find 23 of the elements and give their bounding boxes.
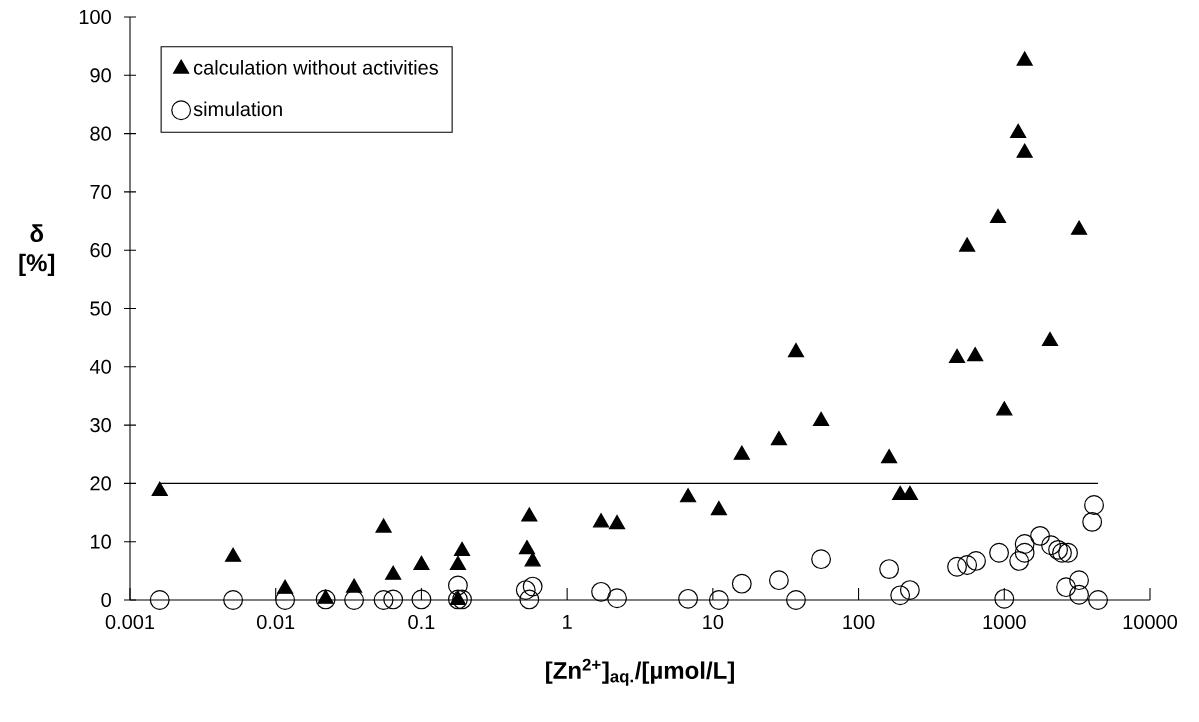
y-tick-label: 10 [91, 534, 111, 549]
x-tick-label: 0.01 [257, 614, 295, 630]
y-tick-label: 60 [90, 243, 111, 258]
x-tick-label: 10000 [1123, 614, 1177, 630]
y-tick-label: 20 [90, 476, 111, 491]
x-tick-label: 0.001 [105, 614, 155, 630]
x-tick-label: 1000 [983, 614, 1026, 630]
x-tick-label: 10 [703, 614, 724, 630]
x-tick-label: 1 [563, 614, 572, 629]
y-tick-label: 100 [79, 9, 111, 25]
y-tick-label: 40 [89, 359, 111, 374]
x-tick-label: 100 [843, 614, 875, 630]
y-tick-label: 80 [90, 126, 111, 141]
x-axis-title: [Zn$^{2+}$]$_{aq.}$/[µmol/L] [546, 658, 734, 686]
y-tick-label: 70 [90, 184, 111, 199]
y-tick-label: 50 [90, 301, 111, 316]
x-tick-label: 0.1 [408, 614, 435, 630]
legend-label: calculation without activities [193, 60, 439, 75]
y-tick-label: 90 [90, 68, 111, 83]
y-axis-title: δ [%] [19, 224, 55, 277]
y-tick-label: 30 [90, 418, 111, 433]
legend-label: simulation [193, 101, 282, 117]
y-tick-label: 0 [101, 592, 111, 608]
